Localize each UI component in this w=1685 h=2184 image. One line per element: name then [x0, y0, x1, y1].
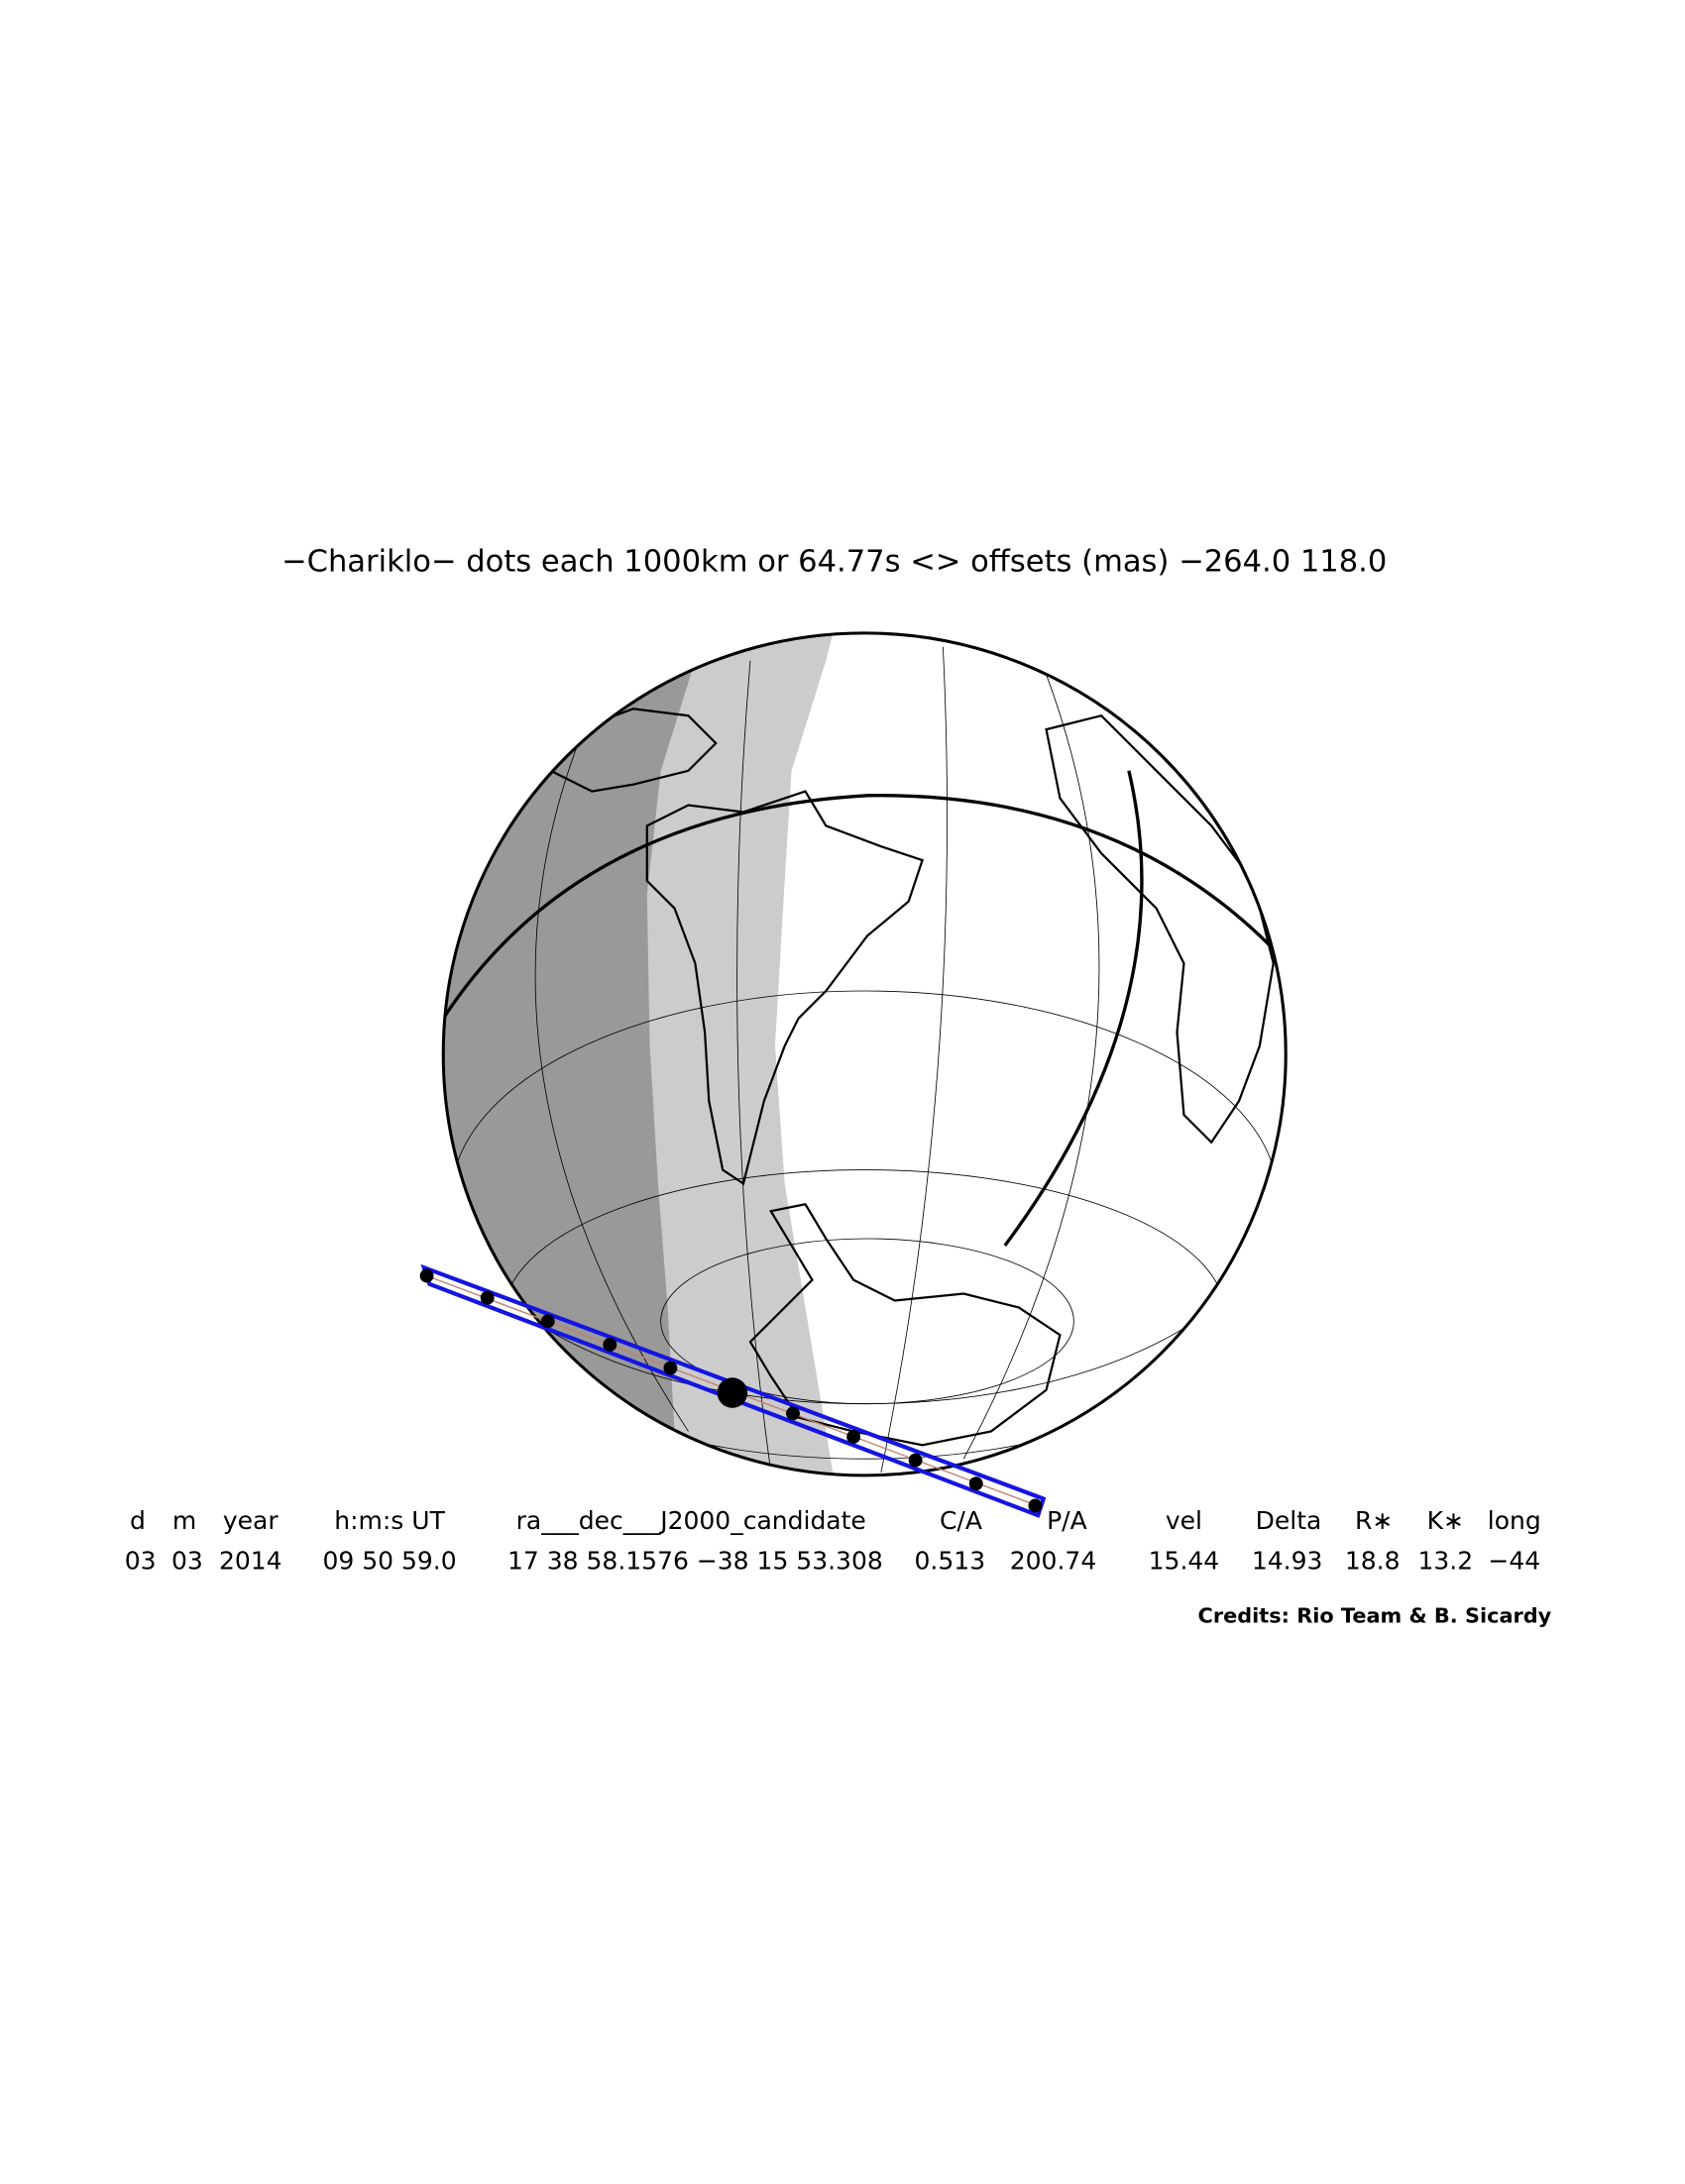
- credits: Credits: Rio Team & B. Sicardy: [1198, 1603, 1552, 1627]
- column-header: R∗: [1355, 1506, 1393, 1535]
- cell: 03: [125, 1546, 157, 1575]
- cell: −44: [1488, 1546, 1540, 1575]
- title: −Chariklo− dots each 1000km or 64.77s <>…: [281, 544, 1387, 579]
- cell: 03: [171, 1546, 203, 1575]
- column-header: vel: [1166, 1506, 1202, 1535]
- column-header: C/A: [940, 1506, 982, 1535]
- column-header: ra___dec___J2000_candidate: [516, 1506, 866, 1535]
- cell: 13.2: [1417, 1546, 1473, 1575]
- globe-outline: [441, 631, 1288, 1477]
- column-header: P/A: [1047, 1506, 1087, 1535]
- column-header: m: [172, 1506, 196, 1535]
- cell: 09 50 59.0: [322, 1546, 456, 1575]
- column-header: h:m:s UT: [334, 1506, 445, 1535]
- column-header: d: [130, 1506, 146, 1535]
- column-header: K∗: [1427, 1506, 1464, 1535]
- cell: 18.8: [1345, 1546, 1401, 1575]
- cell: 15.44: [1149, 1546, 1220, 1575]
- shadow-path: [419, 1263, 1047, 1518]
- cell: 200.74: [1010, 1546, 1096, 1575]
- globe: [443, 632, 1287, 1475]
- column-header: long: [1488, 1506, 1541, 1535]
- cell: 17 38 58.1576 −38 15 53.308: [507, 1546, 883, 1575]
- column-header: year: [223, 1506, 279, 1535]
- info-table: d m year h:m:s UT ra___dec___J2000_candidate…: [125, 1506, 1541, 1575]
- column-header: Delta: [1256, 1506, 1322, 1535]
- cell: 14.93: [1252, 1546, 1323, 1575]
- cell: 2014: [219, 1546, 282, 1575]
- cell: 0.513: [915, 1546, 986, 1575]
